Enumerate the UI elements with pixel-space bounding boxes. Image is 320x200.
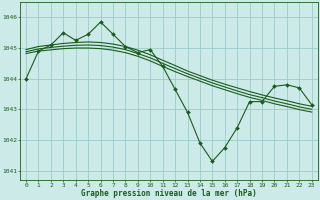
X-axis label: Graphe pression niveau de la mer (hPa): Graphe pression niveau de la mer (hPa) — [81, 189, 257, 198]
